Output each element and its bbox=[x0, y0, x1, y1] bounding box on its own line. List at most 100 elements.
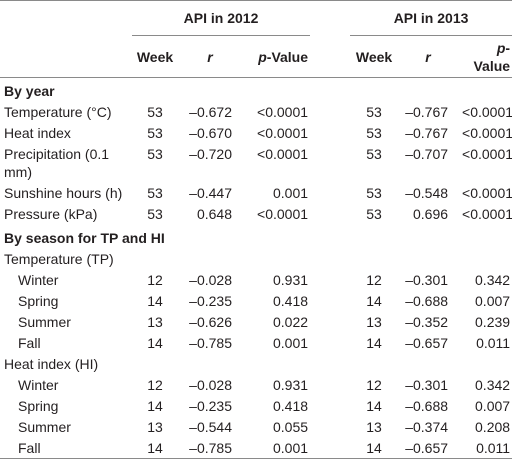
data-row: Winter 12 –0.028 0.931 12 –0.301 0.342 bbox=[0, 374, 512, 395]
cell: 12 bbox=[366, 376, 382, 393]
cell: –0.785 bbox=[189, 334, 232, 351]
cell: <0.0001 bbox=[257, 146, 309, 162]
spacer-cell bbox=[310, 144, 350, 183]
blank-cell bbox=[0, 1, 132, 37]
cell: –0.352 bbox=[405, 313, 449, 330]
blank-cell bbox=[0, 36, 132, 78]
cell: <0.0001 bbox=[462, 146, 512, 162]
cell: 0.208 bbox=[475, 418, 511, 435]
cell: –0.785 bbox=[189, 439, 232, 456]
cell: <0.0001 bbox=[462, 185, 512, 201]
data-row: Spring 14 –0.235 0.418 14 –0.688 0.007 bbox=[0, 290, 512, 311]
group-header: API in 2012 bbox=[132, 1, 311, 36]
cell: 0.001 bbox=[272, 439, 309, 456]
cell: 12 bbox=[366, 271, 382, 288]
column-header: r bbox=[398, 36, 459, 78]
section-title: By year bbox=[4, 83, 55, 99]
cell: –0.657 bbox=[405, 439, 449, 456]
cell: 0.648 bbox=[196, 206, 232, 222]
row-label: Winter bbox=[18, 376, 59, 393]
subgroup-label: Heat index (HI) bbox=[4, 355, 99, 372]
cell: 53 bbox=[366, 125, 382, 141]
cell: 0.342 bbox=[475, 376, 511, 393]
cell: –0.767 bbox=[405, 125, 449, 141]
cell: 14 bbox=[366, 439, 382, 456]
cell: 12 bbox=[147, 271, 163, 288]
row-label: Sunshine hours (h) bbox=[4, 185, 123, 201]
cell: 53 bbox=[366, 104, 382, 120]
cell: –0.447 bbox=[189, 185, 232, 201]
data-row: Fall 14 –0.785 0.001 14 –0.657 0.011 bbox=[0, 332, 512, 353]
cell: 12 bbox=[147, 376, 163, 393]
cell: 53 bbox=[147, 146, 163, 162]
cell: 13 bbox=[147, 418, 163, 435]
cell: –0.301 bbox=[405, 376, 449, 393]
cell: 0.022 bbox=[272, 313, 309, 330]
cell: 13 bbox=[147, 313, 163, 330]
column-header: r bbox=[178, 36, 242, 78]
cell: –0.374 bbox=[405, 418, 449, 435]
row-label: Heat index bbox=[4, 125, 71, 141]
spacer-cell bbox=[310, 311, 350, 332]
row-label: Summer bbox=[18, 313, 71, 330]
row-label: Winter bbox=[18, 271, 59, 288]
cell: –0.688 bbox=[405, 292, 449, 309]
cell: <0.0001 bbox=[257, 104, 309, 120]
cell: 0.696 bbox=[412, 206, 449, 222]
spacer-cell bbox=[310, 204, 350, 225]
cell: –0.672 bbox=[189, 104, 232, 120]
cell: 53 bbox=[147, 185, 163, 201]
cell: –0.670 bbox=[189, 125, 232, 141]
cell: 0.001 bbox=[272, 185, 309, 201]
cell: 53 bbox=[147, 125, 163, 141]
data-row: Sunshine hours (h) 53 –0.447 0.001 53 –0.548 <… bbox=[0, 183, 512, 204]
cell: 14 bbox=[147, 334, 163, 351]
data-row: Fall 14 –0.785 0.001 14 –0.657 0.011 bbox=[0, 437, 512, 459]
cell: –0.548 bbox=[405, 185, 449, 201]
cell: <0.0001 bbox=[257, 125, 309, 141]
column-header: p-Value bbox=[242, 36, 311, 78]
cell: 0.418 bbox=[272, 292, 309, 309]
group-header-cell: API in 2013 bbox=[350, 1, 512, 36]
cell: <0.0001 bbox=[462, 104, 512, 120]
data-row: Summer 13 –0.544 0.055 13 –0.374 0.208 bbox=[0, 416, 512, 437]
spacer-cell bbox=[310, 183, 350, 204]
cell: 14 bbox=[366, 292, 382, 309]
cell: 0.418 bbox=[272, 397, 309, 414]
cell: 13 bbox=[366, 418, 382, 435]
row-label: Temperature (°C) bbox=[4, 104, 112, 120]
cell: 0.239 bbox=[475, 313, 511, 330]
cell: 0.011 bbox=[476, 334, 511, 351]
group-header: API in 2013 bbox=[350, 1, 512, 36]
section-title: By season for TP and HI bbox=[4, 229, 165, 246]
section-row: By season for TP and HI bbox=[0, 225, 512, 249]
cell: –0.301 bbox=[405, 271, 449, 288]
cell: –0.028 bbox=[189, 271, 232, 288]
spacer-cell bbox=[310, 269, 350, 290]
subgroup-row: Temperature (TP) bbox=[0, 248, 512, 269]
row-label: Pressure (kPa) bbox=[4, 206, 98, 222]
subgroup-row: Heat index (HI) bbox=[0, 353, 512, 374]
cell: <0.0001 bbox=[257, 206, 309, 222]
cell: –0.707 bbox=[405, 146, 449, 162]
cell: 0.001 bbox=[272, 334, 309, 351]
cell: 0.931 bbox=[272, 376, 309, 393]
cell: 0.931 bbox=[272, 271, 309, 288]
cell: 53 bbox=[366, 146, 382, 162]
cell: 14 bbox=[366, 334, 382, 351]
data-row: Spring 14 –0.235 0.418 14 –0.688 0.007 bbox=[0, 395, 512, 416]
cell: 0.007 bbox=[475, 397, 511, 414]
row-label: Precipitation (0.1 mm) bbox=[4, 146, 110, 180]
cell: 53 bbox=[147, 206, 163, 222]
group-header-cell: API in 2012 bbox=[132, 1, 311, 36]
spacer-cell bbox=[310, 102, 350, 123]
cell: –0.235 bbox=[189, 397, 232, 414]
cell: –0.767 bbox=[405, 104, 449, 120]
cell: 53 bbox=[366, 185, 382, 201]
column-header-row: Week r p-Value Week r p-Value bbox=[0, 36, 512, 78]
cell: 0.011 bbox=[476, 439, 511, 456]
cell: 14 bbox=[366, 397, 382, 414]
cell: 13 bbox=[366, 313, 382, 330]
